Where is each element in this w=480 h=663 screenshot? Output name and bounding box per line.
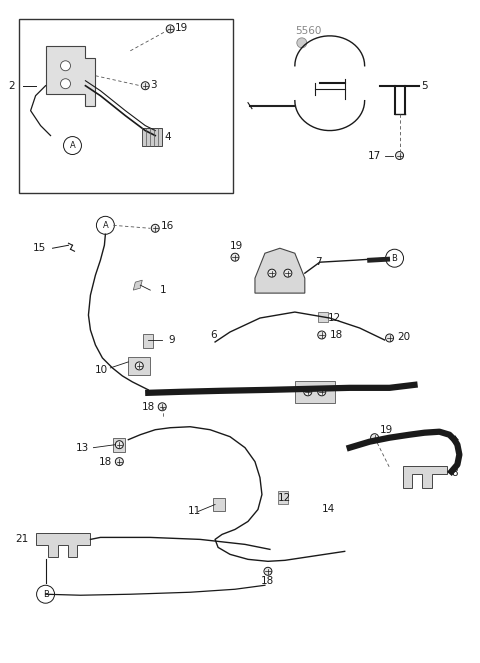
Text: 19: 19 — [380, 425, 393, 435]
Text: 5560: 5560 — [295, 26, 321, 36]
Circle shape — [268, 269, 276, 277]
Text: 18: 18 — [99, 457, 112, 467]
Text: 11: 11 — [188, 507, 202, 516]
Text: 9: 9 — [168, 335, 175, 345]
Circle shape — [115, 441, 123, 449]
Circle shape — [60, 79, 71, 89]
Polygon shape — [133, 280, 142, 290]
Text: 4: 4 — [164, 131, 171, 142]
Circle shape — [297, 38, 307, 48]
Polygon shape — [46, 46, 96, 105]
Circle shape — [385, 334, 394, 342]
Circle shape — [141, 82, 149, 90]
Text: 12: 12 — [328, 313, 341, 323]
Text: 14: 14 — [322, 505, 335, 514]
Text: 2: 2 — [9, 81, 15, 91]
Text: 3: 3 — [150, 80, 157, 90]
Text: 5: 5 — [421, 81, 428, 91]
Text: 18: 18 — [330, 330, 343, 340]
Bar — [318, 312, 328, 322]
Text: 19: 19 — [229, 241, 242, 251]
Circle shape — [318, 331, 326, 339]
Circle shape — [284, 269, 292, 277]
Bar — [213, 497, 225, 511]
Text: 1: 1 — [160, 285, 167, 295]
Text: 12: 12 — [278, 493, 291, 503]
Circle shape — [60, 61, 71, 71]
Circle shape — [166, 25, 174, 33]
Circle shape — [371, 434, 379, 442]
Circle shape — [158, 403, 166, 411]
Bar — [128, 357, 150, 375]
Text: 21: 21 — [15, 534, 29, 544]
Text: A: A — [70, 141, 75, 150]
Circle shape — [115, 457, 123, 465]
Text: B: B — [392, 254, 397, 263]
Polygon shape — [403, 465, 447, 487]
Circle shape — [231, 253, 239, 261]
Text: 10: 10 — [95, 365, 108, 375]
Text: 13: 13 — [75, 443, 89, 453]
Bar — [19, 19, 233, 194]
Bar — [113, 438, 125, 452]
Text: 19: 19 — [175, 23, 189, 33]
Circle shape — [135, 362, 144, 370]
Text: A: A — [103, 221, 108, 230]
Bar — [144, 334, 153, 348]
Text: B: B — [43, 589, 48, 599]
Text: 6: 6 — [210, 330, 216, 340]
Text: 16: 16 — [161, 221, 174, 231]
Text: 7: 7 — [315, 257, 322, 267]
Text: 8: 8 — [451, 467, 458, 477]
Text: 15: 15 — [33, 243, 46, 253]
Polygon shape — [255, 248, 305, 293]
Bar — [295, 381, 335, 403]
Bar — [278, 491, 288, 505]
Text: 18: 18 — [142, 402, 155, 412]
Circle shape — [396, 152, 404, 160]
Polygon shape — [36, 534, 90, 558]
Circle shape — [318, 388, 326, 396]
Bar — [142, 127, 162, 146]
Text: 17: 17 — [368, 151, 381, 160]
Circle shape — [151, 224, 159, 232]
Circle shape — [264, 568, 272, 575]
Text: 18: 18 — [261, 576, 275, 586]
Circle shape — [304, 388, 312, 396]
Text: 20: 20 — [397, 332, 411, 342]
